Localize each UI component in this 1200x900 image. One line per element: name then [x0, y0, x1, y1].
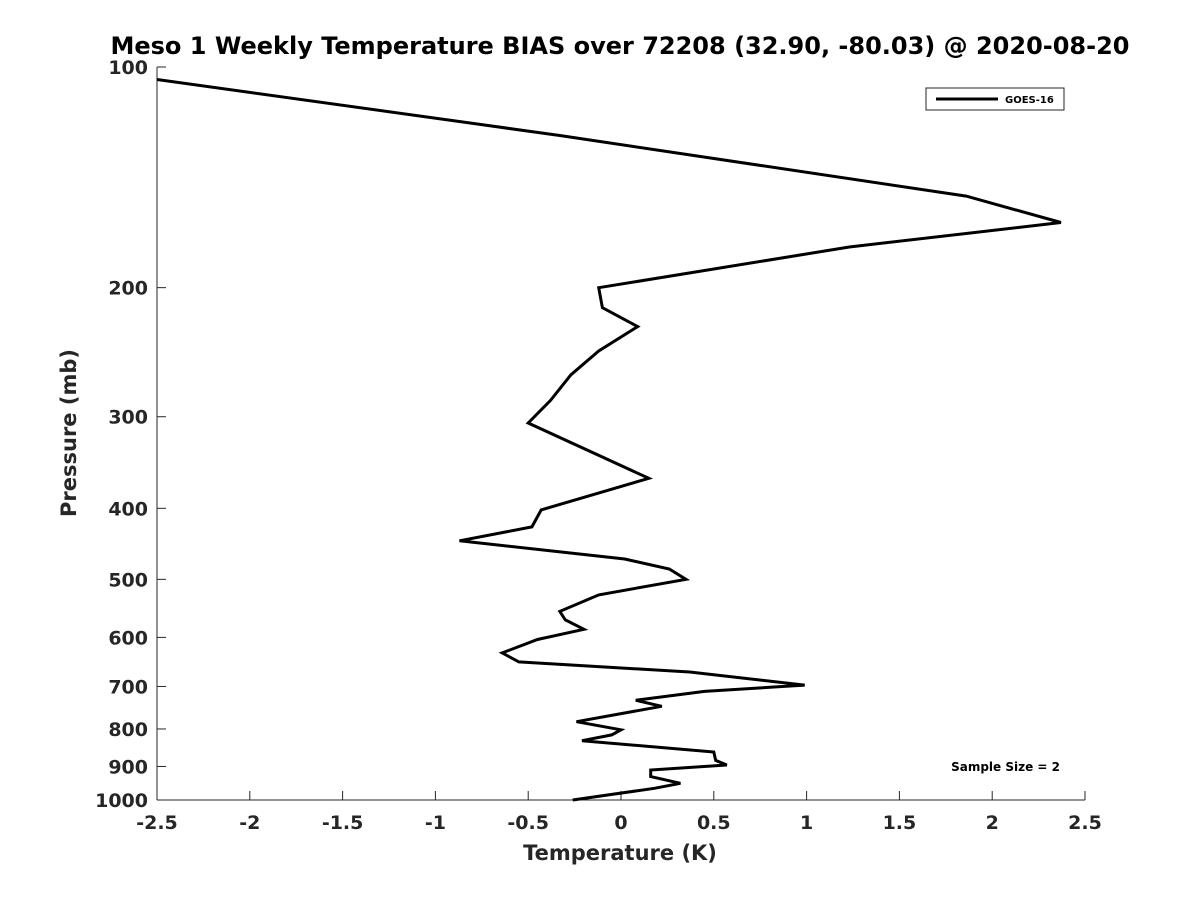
y-tick-label: 600 [108, 627, 148, 649]
sample-size-annotation: Sample Size = 2 [951, 760, 1060, 774]
x-tick-label: 2 [986, 812, 999, 834]
series-layer [156, 78, 1062, 802]
x-tick-label: -1 [425, 812, 446, 834]
y-tick-label: 900 [108, 756, 148, 778]
x-tick-label: -2 [239, 812, 260, 834]
x-tick-label: 0 [614, 812, 627, 834]
x-tick-label: -1.5 [322, 812, 364, 834]
legend-label: GOES-16 [1005, 95, 1054, 106]
y-tick-label: 400 [108, 498, 148, 520]
x-tick-label: 2.5 [1068, 812, 1102, 834]
y-tick-label: 1000 [95, 790, 148, 812]
y-tick-label: 500 [108, 569, 148, 591]
y-tick-label: 300 [108, 407, 148, 429]
y-axis-label: Pressure (mb) [57, 349, 81, 517]
y-tick-label: 100 [108, 57, 148, 79]
legend: GOES-16 [925, 87, 1065, 111]
axes: -2.5 -2 -1.5 -1 -0.5 0 0.5 1 1.5 2 2.5 100 200 300 400… [95, 57, 1102, 834]
x-axis-label: Temperature (K) [523, 841, 717, 865]
x-tick-label: 1.5 [883, 812, 917, 834]
y-tick-label: 200 [108, 278, 148, 300]
x-tick-label: 1 [800, 812, 813, 834]
y-tick-label: 700 [108, 676, 148, 698]
x-tick-label: 0.5 [697, 812, 731, 834]
series-line-goes-16 [156, 78, 1062, 802]
y-tick-label: 800 [108, 719, 148, 741]
chart-title: Meso 1 Weekly Temperature BIAS over 7220… [110, 32, 1129, 60]
x-tick-label: -0.5 [507, 812, 549, 834]
x-tick-label: -2.5 [136, 812, 178, 834]
